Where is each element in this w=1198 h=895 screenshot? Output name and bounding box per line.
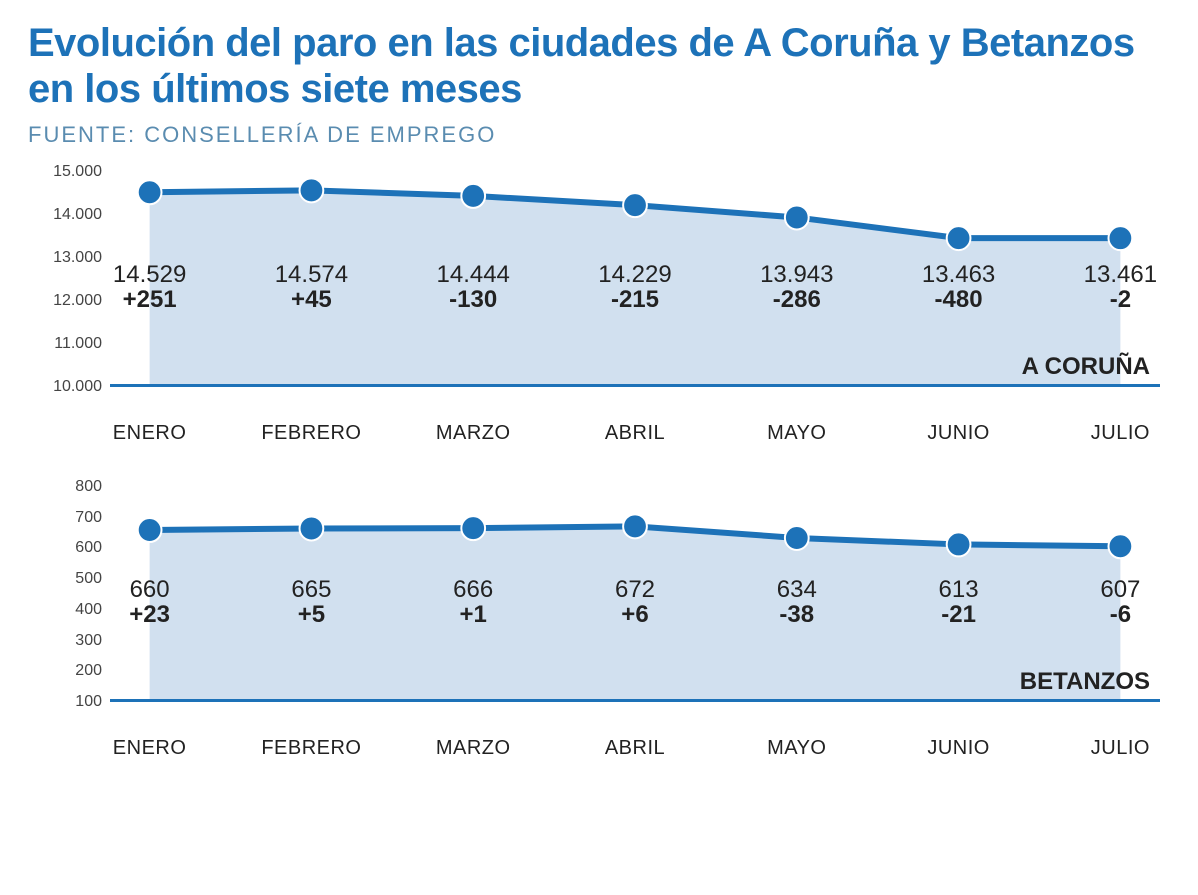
y-axis-labels: 10.00011.00012.00013.00014.00015.000 — [40, 172, 110, 417]
series-label: A CORUÑA — [1022, 353, 1150, 381]
y-tick-label: 100 — [75, 693, 102, 711]
data-marker — [1108, 226, 1132, 250]
area-fill — [150, 526, 1121, 702]
chart-svg — [110, 172, 1160, 387]
plot-area: BETANZOS — [110, 487, 1160, 702]
x-tick-label: JULIO — [1091, 737, 1150, 760]
x-tick-label: JULIO — [1091, 422, 1150, 445]
y-tick-label: 500 — [75, 570, 102, 588]
plot-area: A CORUÑA — [110, 172, 1160, 387]
x-tick-label: ABRIL — [605, 737, 665, 760]
data-marker — [300, 178, 324, 202]
data-marker — [461, 184, 485, 208]
x-tick-label: FEBRERO — [261, 422, 361, 445]
data-marker — [623, 193, 647, 217]
chart-svg — [110, 487, 1160, 702]
data-marker — [785, 205, 809, 229]
y-tick-label: 300 — [75, 632, 102, 650]
y-tick-label: 200 — [75, 662, 102, 680]
x-tick-label: JUNIO — [927, 737, 990, 760]
y-tick-label: 10.000 — [53, 378, 102, 396]
charts-container: 10.00011.00012.00013.00014.00015.000 A C… — [28, 172, 1170, 732]
y-tick-label: 400 — [75, 601, 102, 619]
y-tick-label: 600 — [75, 539, 102, 557]
x-tick-label: ENERO — [113, 737, 187, 760]
x-tick-label: MARZO — [436, 737, 511, 760]
y-tick-label: 11.000 — [54, 335, 102, 353]
y-tick-label: 13.000 — [53, 249, 102, 267]
data-marker — [138, 180, 162, 204]
x-tick-label: JUNIO — [927, 422, 990, 445]
x-tick-label: MAYO — [767, 422, 826, 445]
x-tick-label: MARZO — [436, 422, 511, 445]
y-tick-label: 12.000 — [53, 292, 102, 310]
data-marker — [1108, 534, 1132, 558]
x-axis-labels: ENERO FEBRERO MARZO ABRIL MAYO JUNIO JULIO — [110, 422, 1160, 452]
chart-title: Evolución del paro en las ciudades de A … — [28, 20, 1170, 112]
y-tick-label: 700 — [75, 509, 102, 527]
y-tick-label: 15.000 — [53, 163, 102, 181]
data-marker — [300, 516, 324, 540]
x-tick-label: ENERO — [113, 422, 187, 445]
x-tick-label: ABRIL — [605, 422, 665, 445]
data-marker — [785, 526, 809, 550]
chart-betanzos: 100200300400500600700800 BETANZOS 660 +2… — [40, 487, 1170, 732]
area-fill — [150, 190, 1121, 387]
source-label: FUENTE: CONSELLERÍA DE EMPREGO — [28, 122, 1170, 148]
data-marker — [138, 518, 162, 542]
y-tick-label: 800 — [75, 478, 102, 496]
x-tick-label: MAYO — [767, 737, 826, 760]
data-marker — [623, 514, 647, 538]
y-axis-labels: 100200300400500600700800 — [40, 487, 110, 732]
data-marker — [461, 516, 485, 540]
x-tick-label: FEBRERO — [261, 737, 361, 760]
y-tick-label: 14.000 — [53, 206, 102, 224]
series-label: BETANZOS — [1020, 668, 1150, 696]
data-marker — [947, 532, 971, 556]
chart-acoruna: 10.00011.00012.00013.00014.00015.000 A C… — [40, 172, 1170, 417]
data-marker — [947, 226, 971, 250]
x-axis-labels: ENERO FEBRERO MARZO ABRIL MAYO JUNIO JULIO — [110, 737, 1160, 767]
